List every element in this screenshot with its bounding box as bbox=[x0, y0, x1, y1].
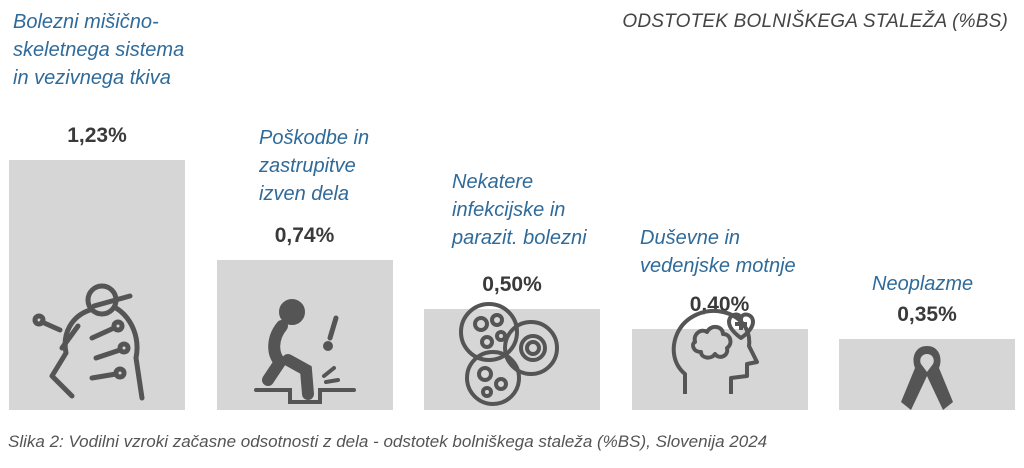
figure-caption: Slika 2: Vodilni vzroki začasne odsotnos… bbox=[8, 432, 768, 451]
bar bbox=[631, 328, 808, 410]
value-label: 0,74% bbox=[274, 223, 335, 247]
category-label: Poškodbe in zastrupitve izven dela bbox=[259, 127, 370, 205]
value-label: 1,23% bbox=[67, 124, 127, 148]
infection-cells-icon bbox=[457, 298, 567, 413]
category-label: Bolezni mišično- skeletnega sistema in v… bbox=[13, 11, 185, 89]
mental-health-icon bbox=[665, 298, 775, 403]
chart-title: ODSTOTEK BOLNIŠKEGA STALEŽA (%BS) bbox=[622, 11, 1008, 32]
category-label: Nekatere infekcijske in parazit. bolezni bbox=[452, 171, 587, 249]
musculoskeletal-icon bbox=[32, 278, 162, 413]
category-label: Neoplazme bbox=[872, 273, 974, 295]
injury-icon bbox=[250, 298, 360, 413]
value-label: 0,35% bbox=[897, 302, 957, 326]
category-label: Duševne in vedenjske motnje bbox=[640, 227, 796, 277]
cancer-ribbon-icon bbox=[897, 342, 957, 417]
value-label: 0,50% bbox=[482, 272, 542, 296]
